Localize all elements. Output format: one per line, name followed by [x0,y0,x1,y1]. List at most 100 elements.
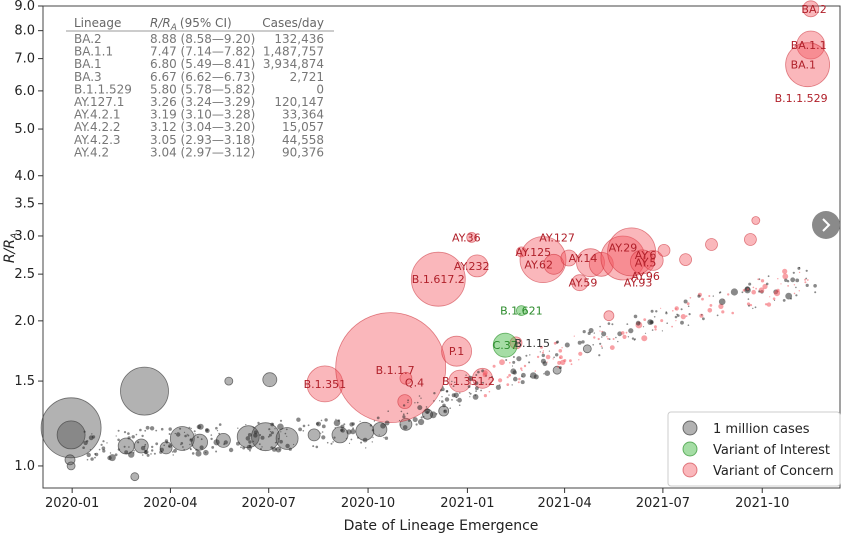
lineage-dot [117,448,121,451]
lineage-dot [505,359,508,361]
lineage-dot [406,412,409,415]
lineage-dot [195,448,198,452]
lineage-dot [451,399,453,401]
lineage-dot [449,407,452,410]
y-tick-label: 3.5 [14,197,35,212]
lineage-dot [730,288,739,296]
table-cell-cases: 44,558 [282,133,324,147]
lineage-dot [615,336,617,339]
lineage-dot [578,359,580,361]
table-header-ratio: R/RA (95% CI) [150,16,232,33]
lineage-dot [123,431,127,434]
lineage-dot [622,334,627,339]
lineage-dot [752,307,754,310]
lineage-dot [267,435,270,438]
lineage-dot [371,441,373,443]
table-cell-cases: 33,364 [282,108,324,122]
lineage-dot [517,381,520,384]
lineage-dot [642,326,645,328]
voc-bubble [441,335,473,367]
lineage-dot [716,314,719,317]
lineage-dot [593,332,595,334]
table-cell-cases: 15,057 [282,120,324,134]
lineage-dot [187,434,190,437]
x-tick-label: 2021-07 [636,496,690,511]
voc-bubble [410,251,466,307]
lineage-dot [599,330,601,332]
lineage-dot [330,442,333,445]
lineage-dot [373,420,376,422]
lineage-dot [420,397,422,399]
lineage-dot [315,445,319,449]
lineage-dot [89,449,91,451]
lineage-dot [456,399,458,401]
lineage-dot [216,430,219,432]
lineage-dot [102,440,105,443]
lineage-dot [677,314,680,317]
legend-marker [682,420,698,436]
lineage-label: B.1.1.7 [376,364,415,377]
lineage-dot [183,449,185,451]
lineage-dot [697,294,701,298]
lineage-dot [180,444,182,446]
lineage-dot [350,438,353,441]
lineage-label: AY.93 [624,277,653,290]
lineage-dot [599,325,601,328]
lineage-label: AY.125 [515,246,551,259]
lineage-label: P.1 [449,345,464,358]
lineage-dot [189,448,192,450]
lineage-dot [790,277,796,283]
lineage-dot [643,318,647,321]
lineage-dot [546,361,548,363]
lineage-dot [429,411,437,419]
lineage-dot [260,435,265,440]
voc-bubble [785,42,830,88]
voc-bubble [465,254,489,278]
lineage-dot [168,433,171,435]
lineage-bubble [56,420,86,450]
lineage-bubble [224,376,234,386]
lineage-dot [499,359,505,366]
lineage-dot [252,426,255,429]
lineage-dot [606,336,608,338]
lineage-dot [274,428,276,430]
lineage-dot [192,444,194,446]
chevron-right-icon[interactable] [822,218,831,232]
lineage-dot [498,378,503,383]
lineage-dot [302,430,305,432]
lineage-label: AY.232 [454,260,490,273]
next-arrow-background[interactable] [812,211,840,239]
lineage-dot [552,358,554,360]
lineage-dot [117,438,120,442]
table-cell-lineage: AY.4.2.1 [74,108,121,122]
x-axis: 2020-01 2020-04 2020-07 2020-10 2021-01 2021-… [45,488,789,511]
table-cell-ratio: 3.26 (3.24—3.29) [150,95,255,109]
next-arrow-button[interactable] [812,211,840,239]
lineage-dot [351,422,355,426]
lineage-dot [530,372,537,379]
voc-bubble [306,365,344,403]
lineage-dot [213,439,220,446]
lineage-label: AY.36 [452,231,481,244]
lineage-dot [168,445,170,448]
lineage-dot [340,428,343,432]
table-cell-lineage: BA.1 [74,57,102,71]
table-cell-cases: 90,376 [282,145,324,159]
lineage-dot [302,424,306,428]
lineage-dot [718,298,726,306]
lineage-dot [288,447,292,451]
x-tick-label: 2021-10 [735,496,789,511]
lineage-dot [628,328,634,334]
table-cell-lineage: BA.2 [74,32,102,46]
lineage-dot [477,370,480,374]
lineage-label: BA.2 [801,3,826,16]
lineage-dot [649,320,654,325]
lineage-dot [186,433,188,435]
lineage-dot [415,423,418,426]
lineage-dot [448,394,450,396]
lineage-dot [184,434,187,438]
lineage-dot [114,453,118,457]
lineage-dot [512,356,515,358]
lineage-dot [650,309,654,313]
lineage-dot [465,374,467,376]
